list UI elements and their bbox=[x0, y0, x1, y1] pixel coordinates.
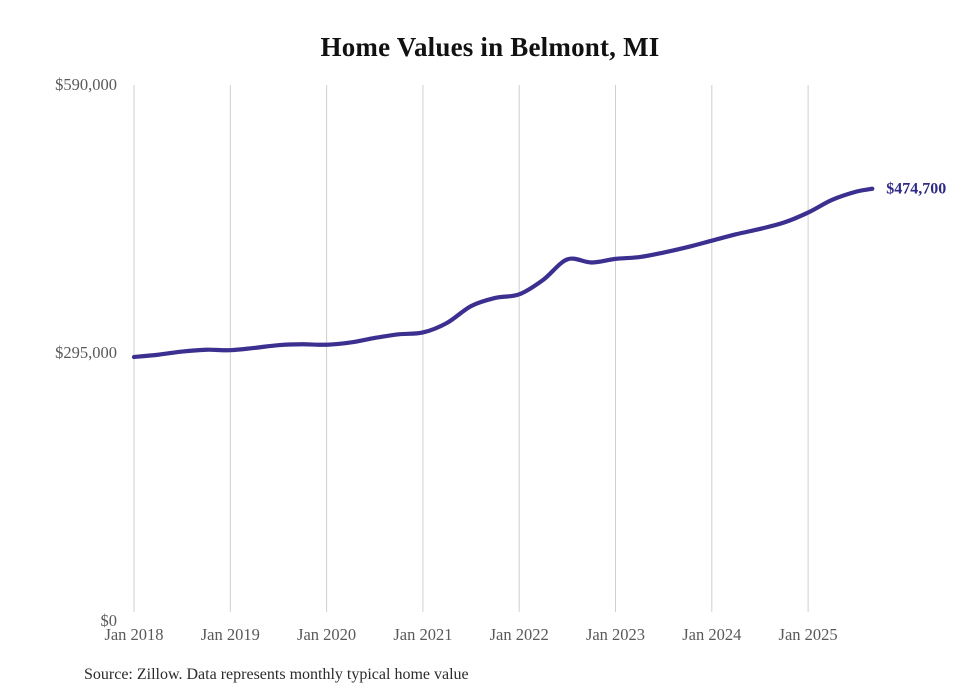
x-axis-tick-label: Jan 2022 bbox=[490, 625, 549, 644]
source-note: Source: Zillow. Data represents monthly … bbox=[84, 666, 469, 683]
x-axis-tick-label: Jan 2018 bbox=[104, 625, 163, 644]
y-axis-tick-label: $295,000 bbox=[55, 343, 117, 362]
chart-title: Home Values in Belmont, MI bbox=[320, 32, 660, 62]
y-axis-tick-label: $0 bbox=[101, 611, 118, 630]
x-axis-tick-label: Jan 2021 bbox=[393, 625, 452, 644]
y-axis-tick-labels: $0 $295,000 $590,000 bbox=[55, 75, 117, 630]
x-axis-tick-label: Jan 2023 bbox=[586, 625, 645, 644]
end-value-annotation: $474,700 bbox=[886, 181, 946, 198]
x-axis-tick-label: Jan 2020 bbox=[297, 625, 356, 644]
series-line-typical-home-value bbox=[131, 186, 875, 360]
y-axis-tick-label: $590,000 bbox=[55, 75, 117, 94]
x-axis-tick-label: Jan 2024 bbox=[682, 625, 741, 644]
x-axis-tick-label: Jan 2025 bbox=[779, 625, 838, 644]
x-axis-tick-label: Jan 2019 bbox=[201, 625, 260, 644]
x-axis-tick-labels: Jan 2018 Jan 2019 Jan 2020 Jan 2021 Jan 2022… bbox=[104, 625, 837, 644]
